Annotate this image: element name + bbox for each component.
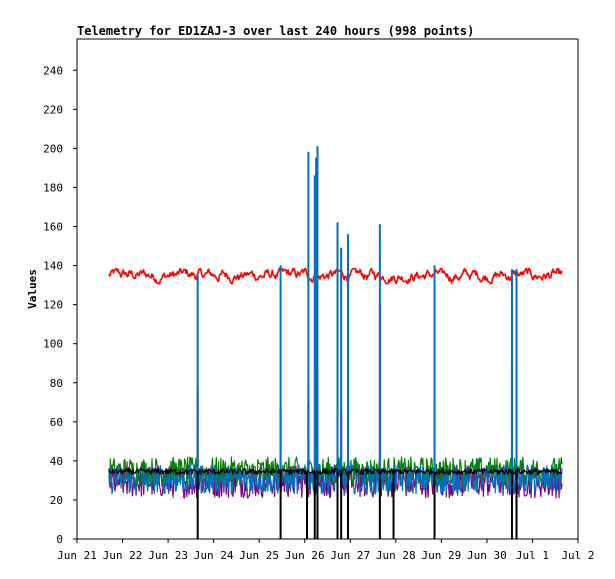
y-tick-label-12: 240 bbox=[43, 64, 63, 77]
y-tick-label-2: 40 bbox=[50, 455, 63, 468]
y-tick-label-10: 200 bbox=[43, 142, 63, 155]
x-tick-label-8: Jun 29 bbox=[421, 549, 461, 562]
series-layer bbox=[108, 145, 563, 540]
series-3-line bbox=[108, 145, 563, 495]
series-4 bbox=[108, 468, 563, 540]
y-tick-label-7: 140 bbox=[43, 260, 63, 273]
y-tick-label-0: 0 bbox=[56, 533, 63, 546]
x-tick-label-0: Jun 21 bbox=[57, 549, 97, 562]
y-tick-label-8: 160 bbox=[43, 221, 63, 234]
x-tick-label-9: Jun 30 bbox=[467, 549, 507, 562]
x-axis: Jun 21 Jun 22 Jun 23 Jun 24 Jun 25 Jun 26 Jun … bbox=[57, 539, 595, 562]
x-tick-label-1: Jun 22 bbox=[103, 549, 143, 562]
y-tick-label-4: 80 bbox=[50, 377, 63, 390]
x-tick-label-5: Jun 26 bbox=[285, 549, 325, 562]
y-tick-label-3: 60 bbox=[50, 416, 63, 429]
y-tick-label-6: 120 bbox=[43, 299, 63, 312]
series-0 bbox=[108, 267, 563, 285]
y-tick-label-11: 220 bbox=[43, 103, 63, 116]
y-tick-label-5: 100 bbox=[43, 338, 63, 351]
x-tick-label-10: Jul 1 bbox=[516, 549, 549, 562]
x-tick-label-4: Jun 25 bbox=[239, 549, 279, 562]
y-axis-label: Values bbox=[26, 269, 39, 309]
y-tick-label-1: 20 bbox=[50, 494, 63, 507]
x-tick-label-3: Jun 24 bbox=[194, 549, 234, 562]
series-0-line bbox=[108, 267, 563, 285]
x-tick-label-11: Jul 2 bbox=[561, 549, 594, 562]
x-tick-label-6: Jun 27 bbox=[330, 549, 370, 562]
series-3 bbox=[108, 145, 563, 495]
chart-title: Telemetry for ED1ZAJ-3 over last 240 hou… bbox=[77, 24, 474, 38]
y-axis: 0 20 40 60 80 100 120 140 160 180 200 220 240 bbox=[43, 64, 77, 546]
y-tick-label-9: 180 bbox=[43, 181, 63, 194]
plot-area-frame bbox=[76, 38, 579, 540]
x-tick-label-7: Jun 28 bbox=[376, 549, 416, 562]
x-tick-label-2: Jun 23 bbox=[148, 549, 188, 562]
